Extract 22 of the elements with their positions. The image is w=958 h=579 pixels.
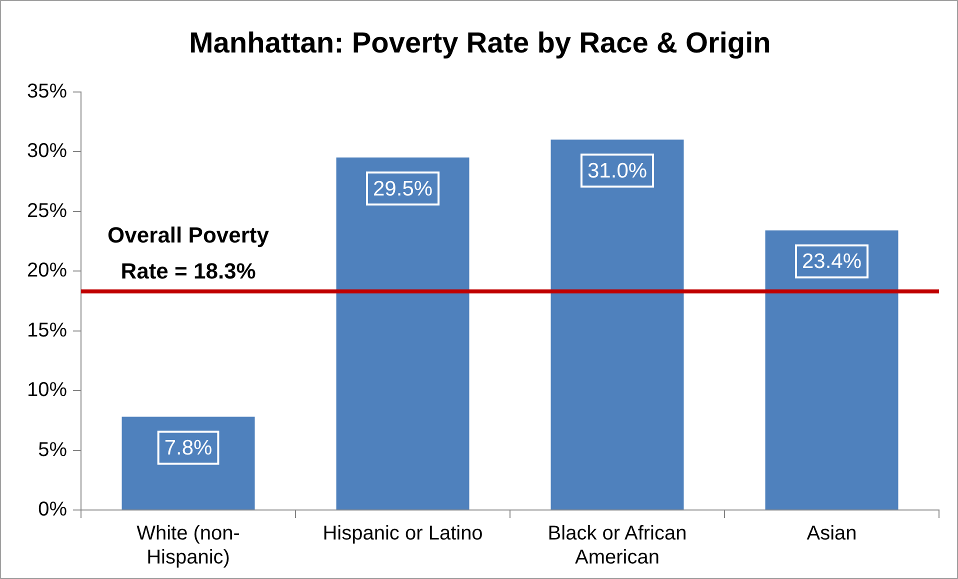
data-label: 7.8% bbox=[164, 436, 212, 460]
x-tick-label: Hispanic or Latino bbox=[322, 522, 483, 545]
bar bbox=[122, 416, 255, 510]
x-tick-label: Asian bbox=[806, 522, 857, 545]
y-tick-label: 25% bbox=[27, 200, 68, 222]
data-label: 31.0% bbox=[587, 159, 648, 182]
y-tick-label: 20% bbox=[27, 260, 68, 282]
x-tick-label: White (non-Hispanic) bbox=[136, 522, 240, 569]
data-label: 23.4% bbox=[802, 250, 862, 274]
x-tick-label: Black or African American bbox=[548, 522, 687, 569]
ref-line-label: Overall Poverty Rate = 18.3% bbox=[108, 222, 270, 284]
y-tick-label: 5% bbox=[38, 438, 68, 461]
bar bbox=[550, 140, 684, 510]
data-label: 29.5% bbox=[372, 177, 433, 200]
y-tick-label: 30% bbox=[27, 140, 68, 162]
chart-title: Manhattan: Poverty Rate by Race & Origin bbox=[189, 27, 771, 60]
bar bbox=[765, 230, 898, 510]
y-tick-label: 0% bbox=[38, 498, 68, 521]
y-tick-label: 15% bbox=[27, 319, 68, 342]
y-tick-label: 35% bbox=[27, 80, 68, 102]
y-tick-label: 10% bbox=[27, 379, 68, 402]
bar bbox=[336, 158, 470, 510]
